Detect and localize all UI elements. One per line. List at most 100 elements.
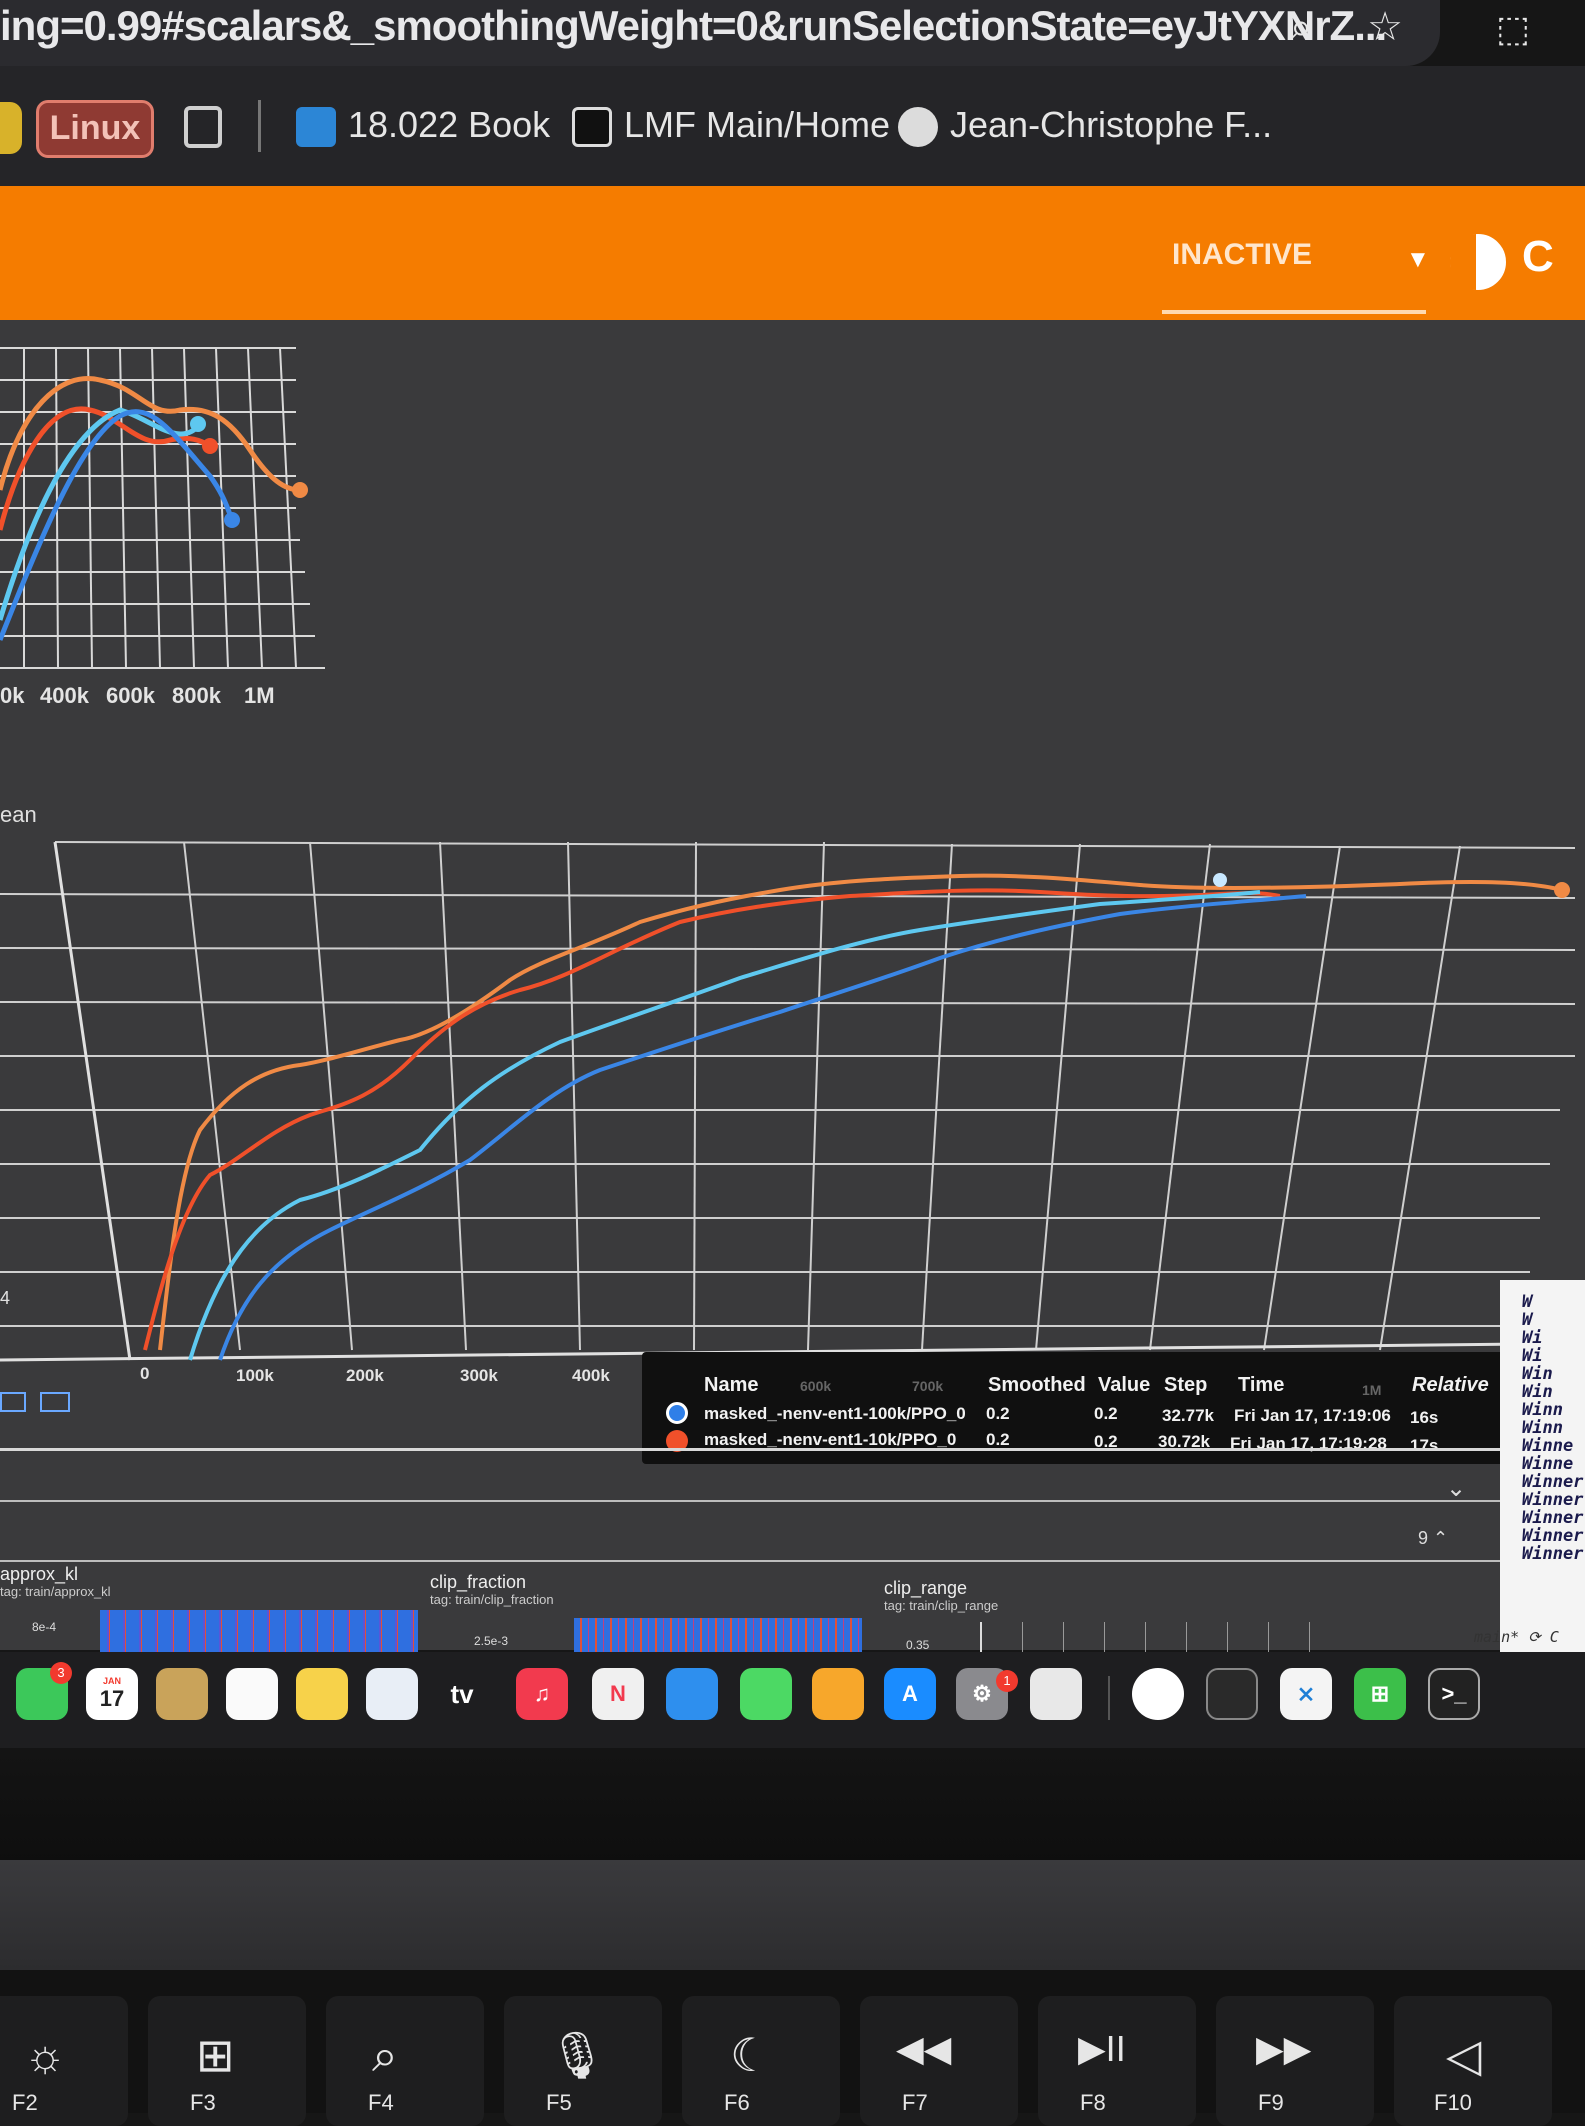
vscode-icon[interactable]: ⨯ [1280,1668,1332,1720]
music-icon[interactable]: ♫ [516,1668,568,1720]
top-chart-x-tick: 600k [106,683,155,708]
mission-control-icon: ⊞ [196,2029,235,2081]
chevron-down-icon[interactable]: ⌄ [1446,1475,1467,1502]
reminders-icon[interactable] [226,1668,278,1720]
terminal-line: Winner [1522,1490,1584,1510]
top-chart-x-tick: 1M [244,683,275,708]
terminal-icon[interactable]: >_ [1428,1668,1480,1720]
terminal-line: Wi [1522,1346,1543,1366]
bookmark-linux[interactable]: Linux [36,100,154,158]
main-chart-x-tick: 400k [572,1366,610,1385]
tooltip-x-tick: 1M [1362,1382,1382,1398]
tooltip-row-value: 0.2 [1094,1432,1118,1451]
clip-fraction-chart[interactable] [574,1618,862,1658]
calendar-icon[interactable]: JAN 17 [86,1668,138,1720]
bookmark-18022-book[interactable]: 18.022 Book [296,104,550,148]
key-f2[interactable] [0,1996,128,2126]
dock-divider [1108,1676,1110,1720]
key-f8[interactable] [1038,1996,1196,2126]
rewind-icon: ◀◀ [896,2028,952,2069]
tooltip-row-name: masked_-nenv-ent1-10k/PPO_0 [704,1430,957,1449]
pages-icon[interactable] [812,1668,864,1720]
play-pause-icon: ▶II [1078,2028,1126,2069]
card-title-approx-kl: approx_kl [0,1564,79,1584]
app-store-icon[interactable]: A [884,1668,936,1720]
system-settings-icon[interactable]: ⚙ [956,1668,1008,1720]
search-icon[interactable]: ⌕ [1289,4,1313,49]
bookmark-jean-christophe[interactable]: Jean-Christophe F... [898,104,1272,148]
extension-icon[interactable]: ⬚ [1495,8,1530,49]
terminal-line: Winner: [1522,1526,1585,1546]
toggle-log-scale-icon[interactable] [0,1392,26,1412]
clip-range-chart[interactable] [980,1622,1322,1652]
apple-tv-icon[interactable]: tv [436,1668,488,1720]
terminal-footer: main* ⟳ C [1474,1628,1559,1646]
tooltip-row-time: Fri Jan 17, 17:19:06 [1234,1406,1391,1425]
bookmark-divider [258,100,261,152]
chrome-icon[interactable] [1132,1668,1184,1720]
laptop-chassis [0,1860,1585,1970]
fast-forward-icon: ▶▶ [1256,2028,1312,2069]
globe-icon [898,107,938,148]
dropdown-arrow-icon[interactable]: ▼ [1406,246,1430,273]
key-f7[interactable] [860,1996,1018,2126]
key-f6[interactable] [682,1996,840,2126]
section-divider [0,1560,1500,1562]
url-bar[interactable] [0,0,1440,66]
keynote-icon[interactable] [666,1668,718,1720]
tooltip-row-smoothed: 0.2 [986,1404,1010,1423]
key-f9[interactable] [1216,1996,1374,2126]
key-f10[interactable] [1394,1996,1552,2126]
status-inactive-tab[interactable]: INACTIVE [1172,238,1313,271]
tooltip-row-time: Fri Jan 17, 17:19:28 [1230,1434,1387,1453]
tooltip-row-step: 30.72k [1158,1432,1210,1451]
card-divider [0,1448,1520,1451]
roblox-icon[interactable] [1030,1668,1082,1720]
fit-domain-icon[interactable] [40,1392,70,1412]
notes-icon[interactable] [296,1668,348,1720]
key-f3[interactable] [148,1996,306,2126]
tab-groups-icon[interactable] [184,106,222,148]
terminal-line: Wi [1522,1328,1543,1348]
star-bookmark-icon[interactable]: ☆ [1367,5,1403,49]
terminal-window[interactable] [1500,1280,1585,1660]
activity-monitor-icon[interactable] [1206,1668,1258,1720]
tooltip-x-tick: 700k [912,1378,944,1394]
group-count[interactable]: 9 ⌃ [1418,1528,1449,1548]
terminal-line: Winne [1522,1454,1574,1474]
bookmark-folder-icon[interactable] [0,102,22,154]
bookmark-lmf-main[interactable]: LMF Main/Home [572,104,890,148]
tooltip-row-name: masked_-nenv-ent1-100k/PPO_0 [704,1404,966,1423]
key-f4[interactable] [326,1996,484,2126]
approx-kl-chart[interactable] [100,1610,418,1654]
chevron-up-icon[interactable]: ⌃ [1433,1528,1449,1548]
numbers-icon[interactable] [740,1668,792,1720]
tooltip-row-relative: 16s [1410,1408,1439,1427]
freeform-icon[interactable] [366,1668,418,1720]
windows-app-icon[interactable]: ⊞ [1354,1668,1406,1720]
mute-icon: ◁ [1446,2029,1482,2081]
main-chart-x-tick: 100k [236,1366,274,1385]
section-divider [0,1500,1510,1502]
series-endpoint-marker [292,482,308,498]
top-chart-x-tick: 800k [172,683,221,708]
lmf-logo-icon [572,107,612,148]
bookmarks-bar [0,66,1585,186]
url-text[interactable]: ing=0.99#scalars&_smoothingWeight=0&runS… [0,2,1387,49]
key-f5[interactable] [504,1996,662,2126]
microphone-icon: 🎙 [548,2029,607,2081]
terminal-line: Winn [1522,1400,1563,1420]
refresh-icon[interactable]: C [1522,232,1554,281]
contacts-icon[interactable] [156,1668,208,1720]
news-icon[interactable]: N [592,1668,644,1720]
series-endpoint-marker [190,416,206,432]
card-y-tick: 8e-4 [32,1620,57,1634]
settings-badge: 1 [996,1670,1018,1692]
tooltip-header-value: Value [1098,1374,1151,1396]
top-chart[interactable] [0,340,330,710]
series-endpoint-marker [202,438,218,454]
book-icon [296,107,336,148]
key-label: F3 [190,2090,216,2115]
main-chart[interactable] [0,830,1585,1390]
tooltip-header-time: Time [1238,1374,1285,1396]
